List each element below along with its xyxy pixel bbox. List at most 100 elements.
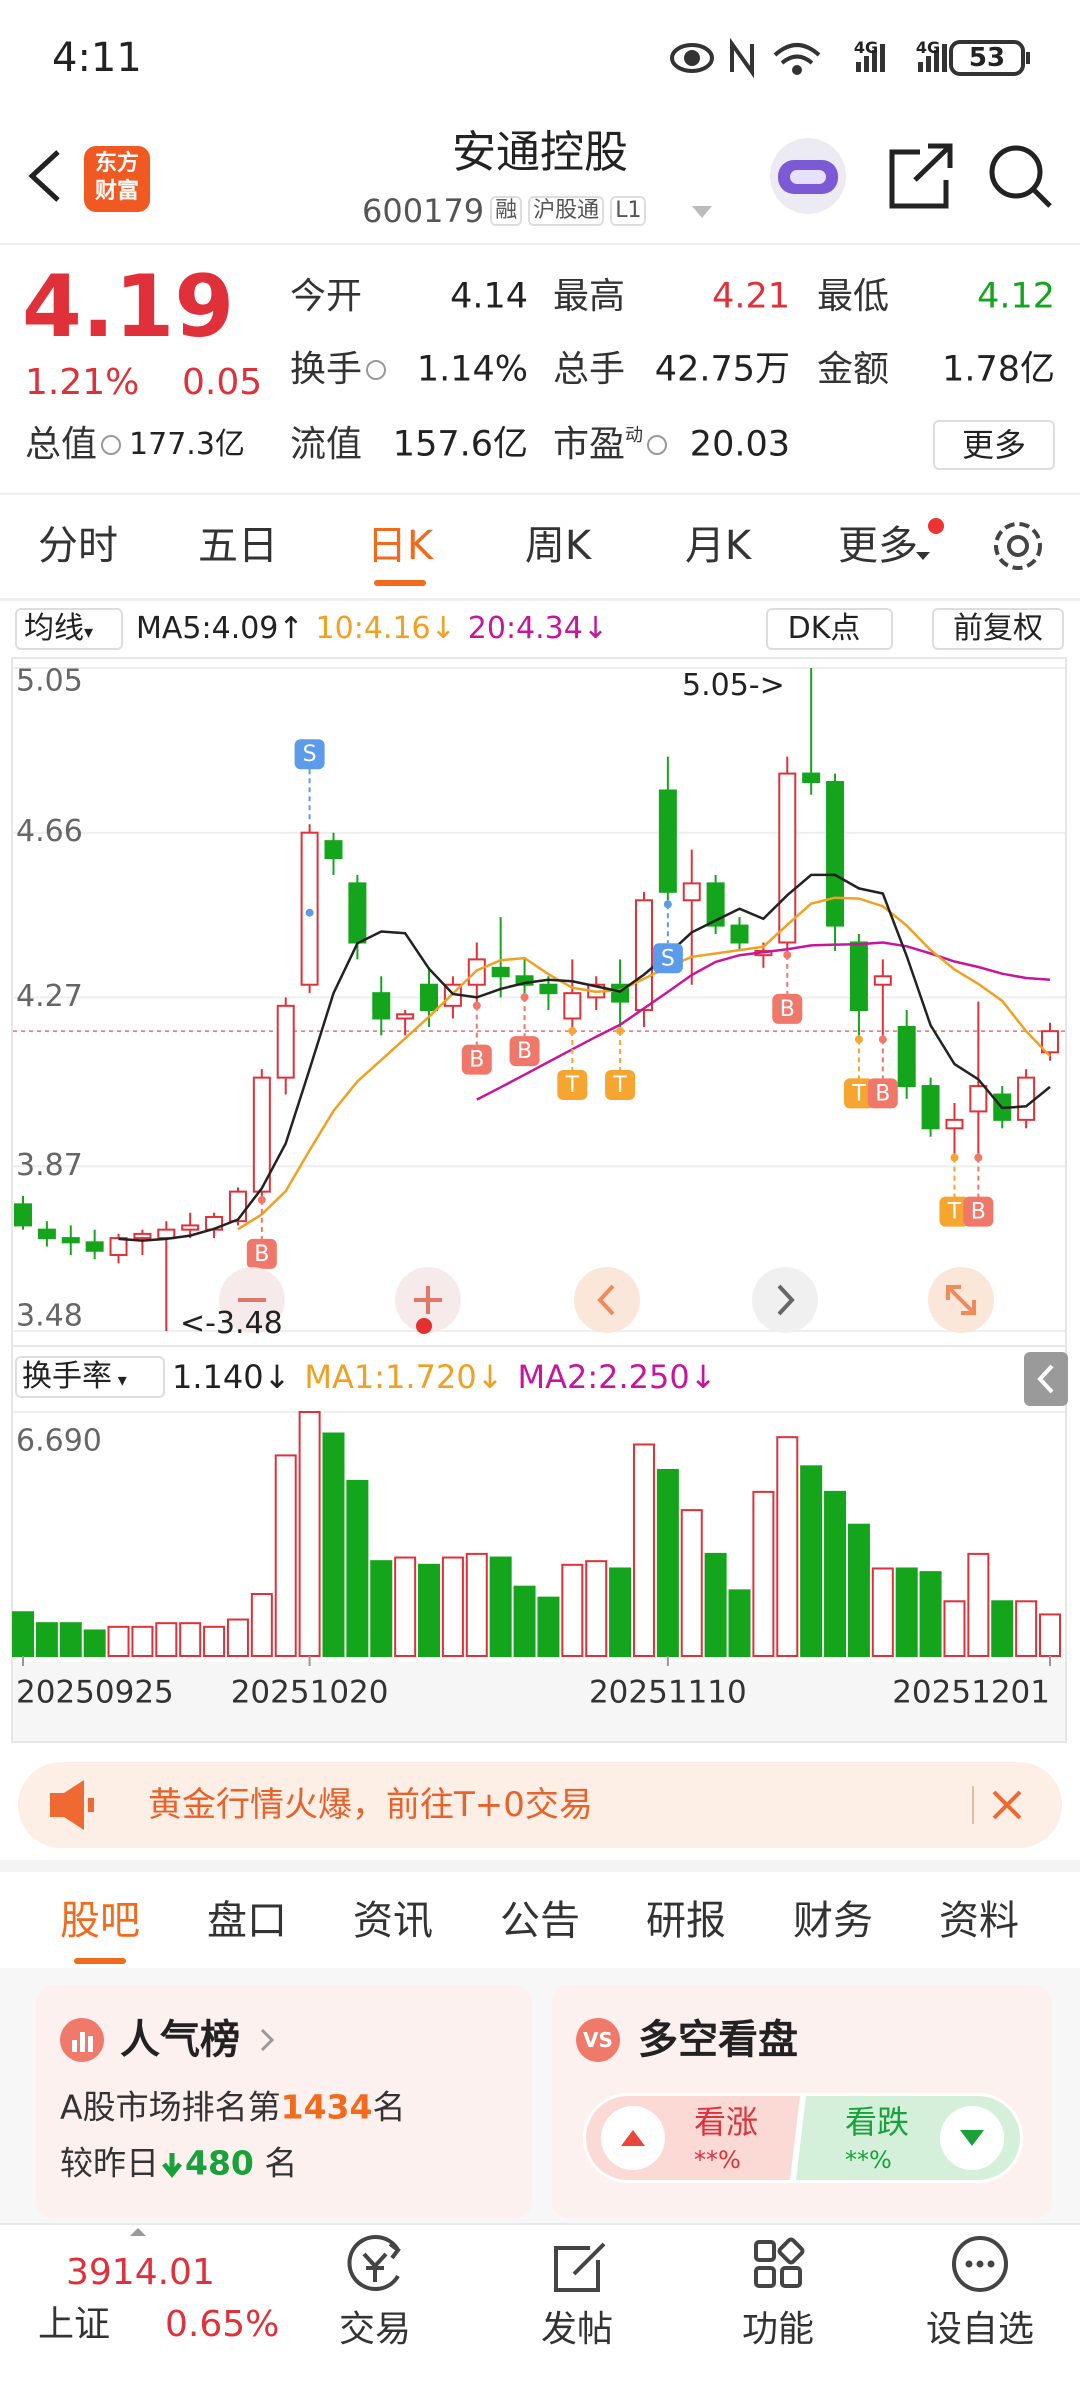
volume-bar xyxy=(895,1567,918,1657)
candle-body xyxy=(372,992,391,1020)
candle-body xyxy=(252,1076,271,1193)
dropdown-icon[interactable] xyxy=(692,206,712,218)
vote-down-value: **% xyxy=(845,2146,892,2174)
field-label-group: 金额 xyxy=(817,352,889,388)
field-label: 总手 xyxy=(553,349,626,390)
sub-tab[interactable]: 盘口 xyxy=(207,1898,287,1944)
candle-body xyxy=(849,941,868,1012)
tab[interactable]: 更多 xyxy=(838,523,918,569)
banner[interactable] xyxy=(18,1762,1062,1848)
sub-tab[interactable]: 资料 xyxy=(939,1898,1019,1944)
sub-tab[interactable]: 研报 xyxy=(646,1898,726,1944)
signal-dot xyxy=(663,900,672,909)
info-icon[interactable] xyxy=(647,435,668,455)
volume-bar xyxy=(800,1465,823,1657)
y-tick-label: 3.48 xyxy=(16,1299,83,1334)
volume-legend-item: 1.140↓ xyxy=(172,1358,291,1396)
y-tick-label: 4.66 xyxy=(16,814,83,849)
nav-label[interactable]: 发帖 xyxy=(540,2309,614,2350)
share-icon[interactable] xyxy=(889,143,953,209)
volume-selector-label: 换手率 xyxy=(22,1359,112,1394)
signal-label: T xyxy=(612,1073,627,1098)
info-icon[interactable] xyxy=(366,360,387,380)
field-label-group: 最低 xyxy=(817,279,889,315)
collapse-icon xyxy=(1037,1364,1054,1394)
close-icon[interactable] xyxy=(992,1790,1022,1820)
signal-dot xyxy=(568,1026,577,1035)
y-tick-label: 3.87 xyxy=(16,1148,83,1183)
megaphone-icon xyxy=(88,1798,94,1812)
signal-dot xyxy=(854,1035,863,1044)
collapse-tab[interactable] xyxy=(1024,1352,1068,1406)
search-icon[interactable] xyxy=(989,145,1043,199)
volume-bar xyxy=(943,1600,966,1658)
field-value: 20.03 xyxy=(689,424,790,465)
settings-icon[interactable] xyxy=(994,522,1042,570)
index-value[interactable]: 3914.01 xyxy=(66,2252,215,2293)
candle-body xyxy=(634,899,653,1012)
sub-tab[interactable]: 公告 xyxy=(500,1898,580,1944)
signal-badge xyxy=(509,1036,540,1067)
volume-bar xyxy=(991,1600,1014,1658)
sub-tab[interactable]: 财务 xyxy=(793,1898,873,1944)
volume-bar xyxy=(274,1454,297,1657)
candle-body xyxy=(802,772,821,784)
field-label: 金额 xyxy=(817,349,890,390)
sub-tab[interactable]: 资讯 xyxy=(353,1898,433,1944)
volume-bar xyxy=(12,1611,34,1657)
chevron[interactable] xyxy=(260,2028,275,2052)
volume-bar xyxy=(585,1560,608,1657)
info-icon[interactable] xyxy=(101,435,122,455)
caret: ▾ xyxy=(84,622,94,643)
volume-bar xyxy=(609,1567,632,1657)
volume-bar xyxy=(250,1592,273,1658)
volume-bar xyxy=(203,1625,226,1658)
field-value: 1.78亿 xyxy=(942,349,1055,390)
volume-legend: 1.140↓ MA1:1.720↓ MA2:2.250↓ xyxy=(172,1361,717,1393)
field-label: 最低 xyxy=(817,276,890,317)
tab[interactable]: 分时 xyxy=(38,523,118,569)
signal-dot xyxy=(783,950,792,959)
divider xyxy=(0,243,1080,245)
search-icon xyxy=(1031,187,1052,208)
volume-bar xyxy=(489,1556,512,1657)
field-label-group: 总手 xyxy=(553,352,625,388)
adjust-button[interactable] xyxy=(932,608,1064,650)
nav-label[interactable]: 交易 xyxy=(338,2309,412,2350)
nav-label[interactable]: 功能 xyxy=(741,2309,815,2350)
down-arrow xyxy=(162,2153,182,2179)
volume-bar xyxy=(728,1589,751,1657)
ma-line xyxy=(118,873,1051,1242)
volume-bar xyxy=(847,1523,870,1658)
tab[interactable]: 五日 xyxy=(198,523,278,569)
max-label: 5.05-> xyxy=(682,668,785,703)
candle-body xyxy=(109,1237,128,1256)
volume-bar xyxy=(824,1490,847,1657)
candle-body xyxy=(324,840,343,860)
time: 4:11 xyxy=(52,35,142,81)
tab[interactable]: 周K xyxy=(524,523,592,569)
candle-body xyxy=(396,1013,415,1020)
nav-label[interactable]: 设自选 xyxy=(925,2309,1035,2350)
ma-selector[interactable] xyxy=(15,608,123,650)
signal-badge xyxy=(772,993,803,1024)
volume-bar xyxy=(1039,1613,1061,1657)
back-icon[interactable] xyxy=(28,150,60,202)
sub-tab[interactable]: 股吧 xyxy=(60,1898,140,1944)
chart-controls[interactable] xyxy=(219,1267,994,1334)
signal-dot xyxy=(520,993,529,1002)
down-arrow xyxy=(960,2130,984,2146)
y-tick-label: 4.27 xyxy=(16,979,83,1014)
tab[interactable]: 日K xyxy=(366,523,434,569)
dk-button[interactable] xyxy=(766,608,893,650)
more-button[interactable] xyxy=(933,420,1055,470)
date-label: 20251110 xyxy=(589,1675,747,1711)
banner-text[interactable]: 黄金行情火爆，前往T+0交易 xyxy=(148,1785,593,1825)
volume-selector[interactable] xyxy=(15,1356,165,1398)
signal-label: T xyxy=(947,1200,962,1225)
card-title[interactable]: 人气榜 xyxy=(120,2017,240,2063)
tab[interactable]: 月K xyxy=(684,523,752,569)
candle-body xyxy=(157,1228,176,1240)
stock-name: 安通控股 xyxy=(452,127,628,178)
